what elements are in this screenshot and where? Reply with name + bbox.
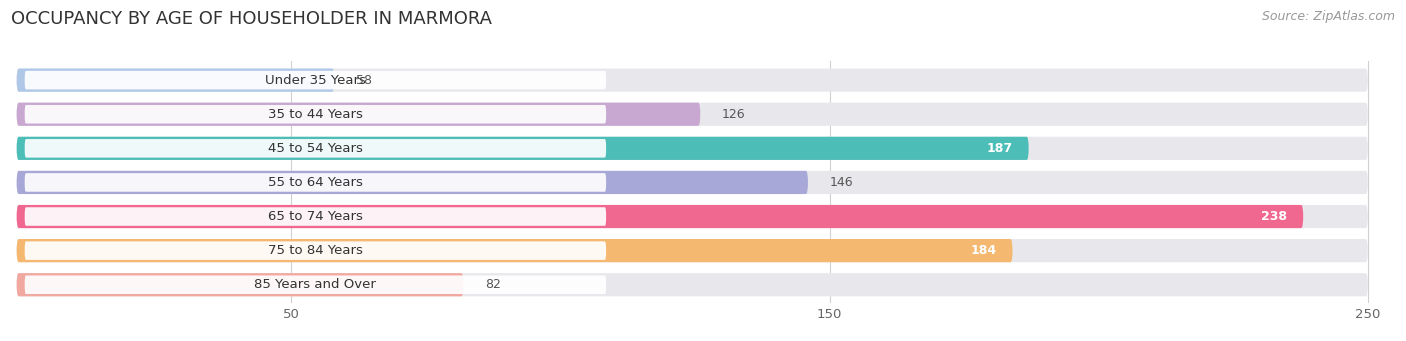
FancyBboxPatch shape	[25, 241, 606, 260]
FancyBboxPatch shape	[17, 103, 700, 126]
FancyBboxPatch shape	[17, 273, 464, 296]
FancyBboxPatch shape	[17, 239, 1368, 262]
FancyBboxPatch shape	[25, 105, 606, 123]
Text: 184: 184	[970, 244, 997, 257]
Text: 75 to 84 Years: 75 to 84 Years	[269, 244, 363, 257]
FancyBboxPatch shape	[25, 139, 606, 158]
FancyBboxPatch shape	[25, 173, 606, 192]
Text: 35 to 44 Years: 35 to 44 Years	[269, 108, 363, 121]
Text: 85 Years and Over: 85 Years and Over	[254, 278, 377, 291]
Text: Source: ZipAtlas.com: Source: ZipAtlas.com	[1261, 10, 1395, 23]
FancyBboxPatch shape	[17, 273, 1368, 296]
Text: OCCUPANCY BY AGE OF HOUSEHOLDER IN MARMORA: OCCUPANCY BY AGE OF HOUSEHOLDER IN MARMO…	[11, 10, 492, 28]
Text: 82: 82	[485, 278, 501, 291]
Text: 146: 146	[830, 176, 853, 189]
FancyBboxPatch shape	[17, 69, 1368, 92]
Text: 58: 58	[356, 74, 371, 87]
FancyBboxPatch shape	[17, 103, 1368, 126]
Text: 45 to 54 Years: 45 to 54 Years	[269, 142, 363, 155]
FancyBboxPatch shape	[17, 239, 1012, 262]
FancyBboxPatch shape	[17, 137, 1368, 160]
Text: 126: 126	[721, 108, 745, 121]
Text: 55 to 64 Years: 55 to 64 Years	[269, 176, 363, 189]
Text: 65 to 74 Years: 65 to 74 Years	[269, 210, 363, 223]
FancyBboxPatch shape	[17, 205, 1303, 228]
Text: Under 35 Years: Under 35 Years	[264, 74, 366, 87]
FancyBboxPatch shape	[17, 171, 1368, 194]
FancyBboxPatch shape	[17, 171, 808, 194]
FancyBboxPatch shape	[25, 71, 606, 89]
Text: 187: 187	[987, 142, 1012, 155]
Text: 238: 238	[1261, 210, 1286, 223]
FancyBboxPatch shape	[25, 207, 606, 226]
FancyBboxPatch shape	[17, 137, 1029, 160]
FancyBboxPatch shape	[25, 276, 606, 294]
FancyBboxPatch shape	[17, 205, 1368, 228]
FancyBboxPatch shape	[17, 69, 335, 92]
